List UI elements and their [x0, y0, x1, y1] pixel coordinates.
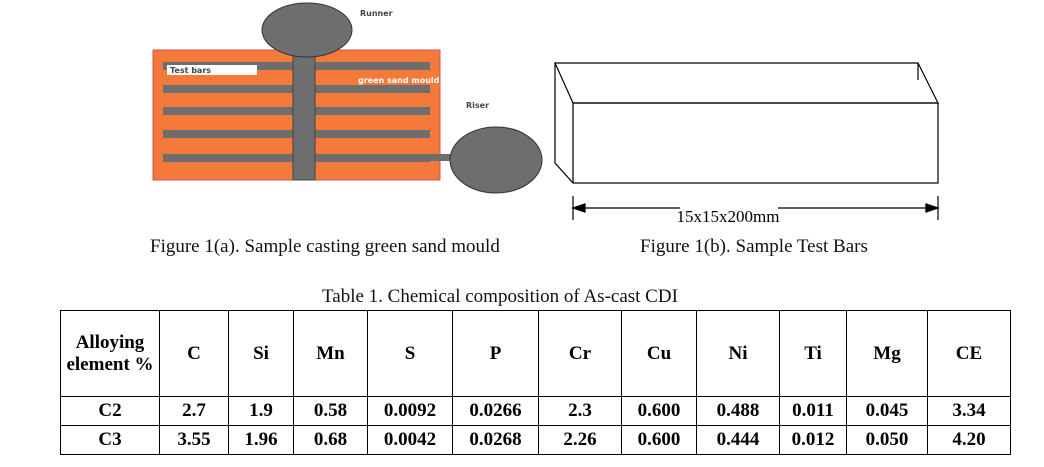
table-cell: Mn	[293, 310, 368, 397]
table-cell: C	[159, 310, 229, 397]
table-cell: 0.050	[846, 425, 928, 455]
label: Riser	[466, 101, 489, 110]
table-cell: 3.55	[159, 425, 229, 455]
label-box	[167, 65, 257, 75]
caption: Figure 1(b). Sample Test Bars	[640, 236, 868, 257]
bar-figure	[554, 62, 940, 220]
table-cell: 0.0042	[367, 425, 453, 455]
table-cell: Alloying element %	[60, 310, 160, 397]
table-cell: 2.26	[538, 425, 622, 455]
table-row: C2 2.7 1.9 0.58 0.0092 0.0266 2.3 0.600 0.488 0.0…	[60, 396, 1011, 426]
table-cell: 0.68	[293, 425, 368, 455]
mould-figure: Test bars Runner green sand mould Riser	[152, 2, 543, 194]
label: Test bars	[170, 66, 211, 75]
table-cell: CE	[927, 310, 1011, 397]
table-cell: Ni	[696, 310, 780, 397]
table-cell: 0.600	[621, 396, 697, 426]
table-cell: 0.488	[696, 396, 780, 426]
table-cell: 0.0266	[452, 396, 539, 426]
table-cell: 0.0092	[367, 396, 453, 426]
table-cell: Cr	[538, 310, 622, 397]
table-cell: 0.58	[293, 396, 368, 426]
arrow	[925, 203, 940, 213]
sprue	[292, 49, 316, 181]
table-cell: Ti	[779, 310, 847, 397]
table-cell: Si	[228, 310, 294, 397]
table-cell: 0.011	[779, 396, 847, 426]
table-cell: 0.045	[846, 396, 928, 426]
gate	[430, 154, 452, 161]
table-cell: Mg	[846, 310, 928, 397]
riser	[449, 126, 543, 194]
table-cell: 2.3	[538, 396, 622, 426]
runner	[261, 2, 353, 58]
table-row: Alloying element % C Si Mn S P Cr Cu Ni Ti Mg CE	[60, 310, 1011, 397]
arrow	[571, 203, 586, 213]
dimension: 15x15x200mm	[677, 207, 780, 226]
table-cell: P	[452, 310, 539, 397]
table-row: C3 3.55 1.96 0.68 0.0042 0.0268 2.26 0.600 0.444…	[60, 425, 1011, 455]
table-cell: 0.600	[621, 425, 697, 455]
composition-table: Alloying element % C Si Mn S P Cr Cu Ni Ti Mg CE C2 2…	[60, 310, 1011, 455]
table-cell: 0.444	[696, 425, 780, 455]
table-cell: 1.9	[228, 396, 294, 426]
label: green sand mould	[358, 76, 440, 85]
table-cell: 1.96	[228, 425, 294, 455]
table-cell: 3.34	[927, 396, 1011, 426]
box-front	[572, 102, 939, 184]
table-cell: C3	[60, 425, 160, 455]
table-cell: 2.7	[159, 396, 229, 426]
box-top	[554, 62, 939, 104]
label: Runner	[360, 9, 393, 18]
table-cell: C2	[60, 396, 160, 426]
caption: Figure 1(a). Sample casting green sand m…	[150, 236, 500, 257]
table-title: Table 1. Chemical composition of As-cast…	[322, 286, 678, 307]
table-cell: 0.012	[779, 425, 847, 455]
box-side	[554, 63, 574, 184]
table-cell: 4.20	[927, 425, 1011, 455]
table-cell: Cu	[621, 310, 697, 397]
table-cell: S	[367, 310, 453, 397]
table-cell: 0.0268	[452, 425, 539, 455]
